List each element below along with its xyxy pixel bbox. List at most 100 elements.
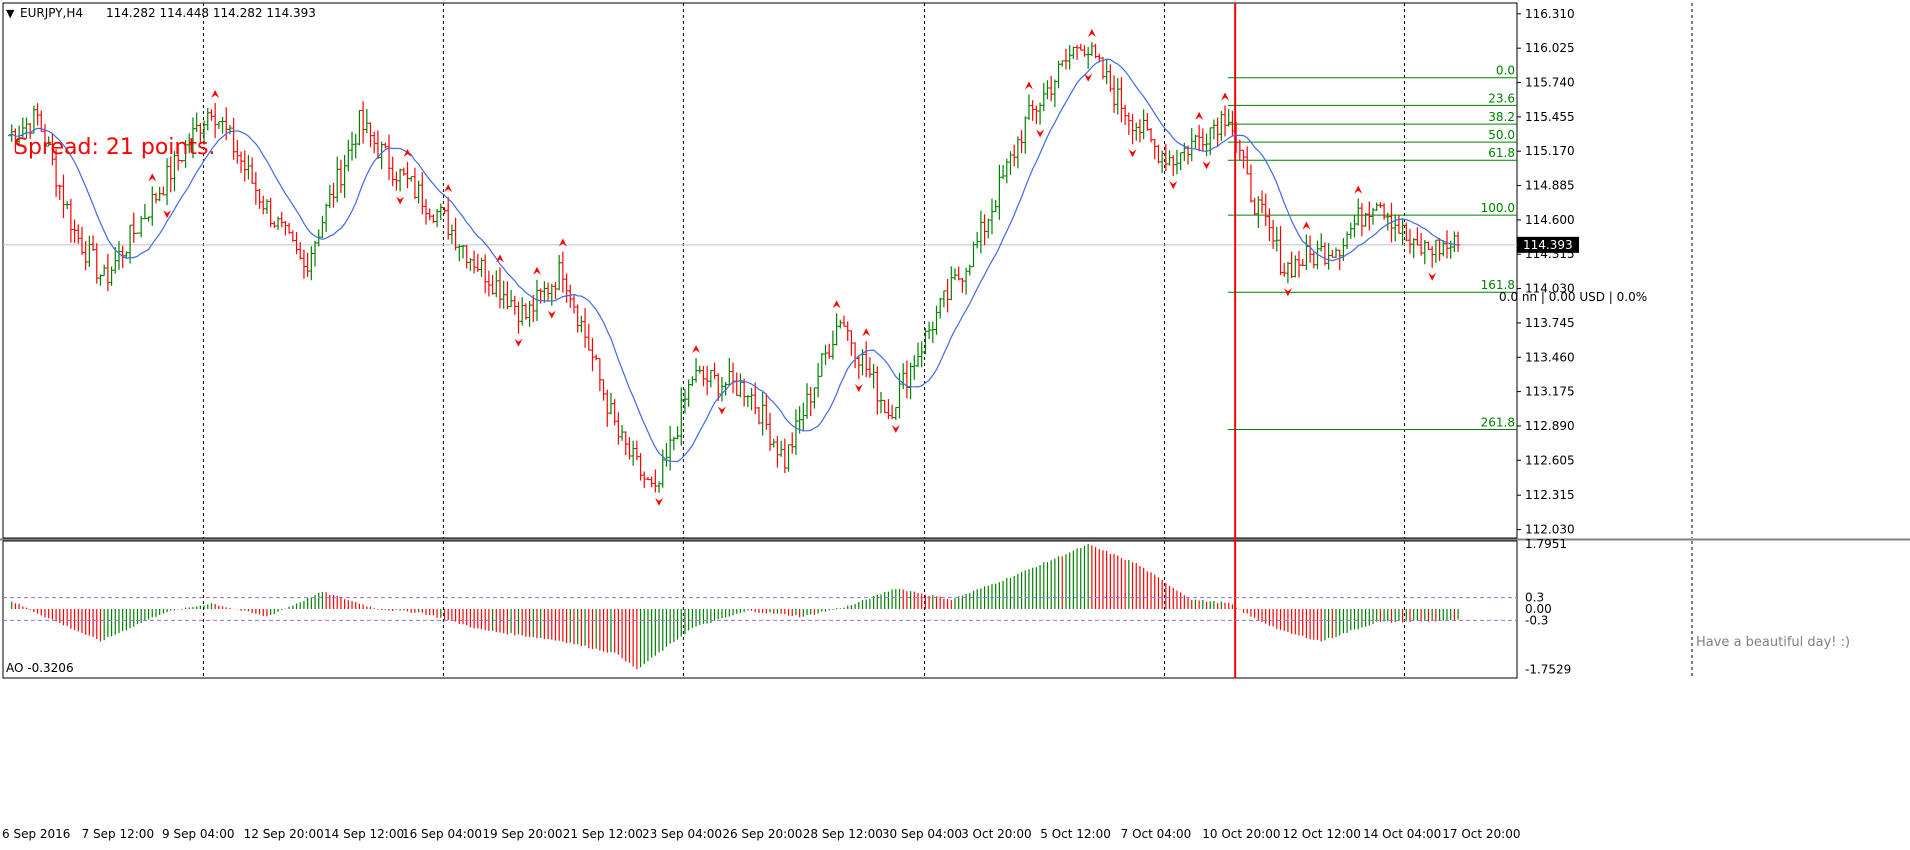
position-info-label: 0.0 nn | 0.00 USD | 0.0%: [1499, 290, 1647, 304]
awesome-oscillator: [3, 543, 1517, 670]
grid-lines: [3, 3, 1693, 678]
price-tick-label: 115.170: [1525, 144, 1575, 158]
fractal-up-marker: [558, 238, 567, 247]
time-tick-label: 30 Sep 04:00: [882, 827, 962, 841]
time-tick-label: 26 Sep 20:00: [722, 827, 802, 841]
axes: 116.310 116.025 115.740 115.455 115.170 114.8…: [2, 7, 1579, 841]
price-tick-label: 112.605: [1525, 453, 1575, 467]
fractal-up-marker: [1221, 92, 1230, 101]
fractal-down-marker: [547, 310, 556, 319]
fibonacci-levels[interactable]: 0.0 23.6 38.2 50.0 61.8 100.0 161.8 261.8: [1227, 64, 1517, 431]
fractal-down-marker: [854, 384, 863, 393]
moving-average-line: [7, 58, 1459, 463]
moving-average: [7, 58, 1459, 463]
spread-label: Spread: 21 points.: [14, 135, 215, 160]
time-tick-label: 19 Sep 20:00: [482, 827, 562, 841]
time-tick-label: 3 Oct 20:00: [961, 827, 1032, 841]
time-tick-label: 7 Sep 12:00: [82, 827, 154, 841]
price-tick-label: 113.175: [1525, 385, 1575, 399]
fractal-down-marker: [655, 497, 664, 506]
fractal-up-marker: [1302, 221, 1311, 230]
price-tick-label: 115.455: [1525, 110, 1575, 124]
time-tick-label: 10 Oct 20:00: [1202, 827, 1280, 841]
current-price-label: 114.393: [1523, 238, 1573, 252]
time-tick-label: 5 Oct 12:00: [1040, 827, 1111, 841]
fractal-up-marker: [1024, 81, 1033, 90]
fib-level-label: 0.0: [1496, 64, 1515, 78]
price-tick-label: 116.310: [1525, 7, 1575, 21]
fractal-up-marker: [444, 184, 453, 193]
fractal-markers: [148, 28, 1437, 506]
fractal-up-marker: [1195, 111, 1204, 120]
fractal-down-marker: [1169, 181, 1178, 190]
fractal-up-marker: [532, 266, 541, 275]
time-tick-label: 16 Sep 04:00: [402, 827, 482, 841]
fractal-up-marker: [403, 149, 412, 158]
price-tick-label: 112.030: [1525, 523, 1575, 537]
fractal-down-marker: [514, 338, 523, 347]
time-tick-label: 14 Oct 04:00: [1363, 827, 1441, 841]
price-tick-label: 113.745: [1525, 316, 1575, 330]
price-candles: [9, 41, 1461, 493]
price-tick-label: 115.740: [1525, 76, 1575, 90]
time-tick-label: 21 Sep 12:00: [563, 827, 643, 841]
time-tick-label: 14 Sep 12:00: [324, 827, 404, 841]
chart-overlay: ▼ EURJPY,H4 114.282 114.448 114.282 114.39…: [6, 6, 1850, 675]
price-tick-label: 116.025: [1525, 41, 1575, 55]
time-tick-label: 17 Oct 20:00: [1442, 827, 1520, 841]
fractal-down-marker: [1084, 73, 1093, 82]
fractal-down-marker: [1128, 149, 1137, 158]
fib-level-label: 23.6: [1488, 91, 1515, 105]
ao-tick-label: 1.7951: [1525, 537, 1567, 551]
fractal-up-marker: [862, 328, 871, 337]
fib-level-label: 38.2: [1488, 110, 1515, 124]
fib-level-label: 61.8: [1488, 146, 1515, 160]
fractal-up-marker: [1087, 28, 1096, 37]
fractal-down-marker: [396, 196, 405, 205]
fractal-down-marker: [1428, 272, 1437, 281]
fractal-down-marker: [717, 406, 726, 415]
fractal-up-marker: [495, 254, 504, 263]
fractal-up-marker: [692, 345, 701, 354]
symbol-timeframe-label: EURJPY,H4: [20, 6, 83, 20]
time-tick-label: 6 Sep 2016: [2, 827, 70, 841]
fractal-down-marker: [1283, 288, 1292, 297]
price-tick-label: 114.600: [1525, 213, 1575, 227]
fib-level-label: 261.8: [1481, 416, 1515, 430]
price-tick-label: 114.885: [1525, 179, 1575, 193]
ao-tick-label: -1.7529: [1525, 662, 1571, 676]
fractal-up-marker: [832, 300, 841, 309]
fractal-down-marker: [1036, 129, 1045, 138]
price-tick-label: 112.315: [1525, 488, 1575, 502]
ohlc-readout: 114.282 114.448 114.282 114.393: [106, 6, 316, 20]
price-tick-label: 113.460: [1525, 350, 1575, 364]
fractal-up-marker: [148, 173, 157, 182]
chart-background: [0, 2, 1910, 679]
fib-level-label: 161.8: [1481, 278, 1515, 292]
ao-indicator-label: AO -0.3206: [6, 661, 74, 675]
price-tick-label: 112.890: [1525, 419, 1575, 433]
fractal-down-marker: [891, 425, 900, 434]
oscillator-pane-frame: [2, 540, 1518, 679]
ao-tick-label: 0.3: [1525, 591, 1544, 605]
time-tick-label: 7 Oct 04:00: [1121, 827, 1192, 841]
time-tick-label: 28 Sep 12:00: [803, 827, 883, 841]
fractal-down-marker: [1202, 161, 1211, 170]
greeting-label: Have a beautiful day! :): [1696, 635, 1850, 650]
fib-level-label: 50.0: [1488, 128, 1515, 142]
ao-tick-label: -0.3: [1525, 613, 1548, 627]
time-tick-label: 12 Oct 12:00: [1283, 827, 1361, 841]
fractal-up-marker: [211, 89, 220, 98]
fractal-down-marker: [163, 210, 172, 219]
ao-tick-label: 0.00: [1525, 602, 1552, 616]
main-pane-frame: [2, 2, 1518, 539]
menu-icon: ▼: [6, 7, 15, 20]
time-tick-label: 9 Sep 04:00: [162, 827, 234, 841]
current-price-badge: [1517, 236, 1579, 253]
price-tick-label: 114.030: [1525, 282, 1575, 296]
time-tick-label: 12 Sep 20:00: [244, 827, 324, 841]
time-tick-label: 23 Sep 04:00: [642, 827, 722, 841]
fractal-up-marker: [1354, 185, 1363, 194]
